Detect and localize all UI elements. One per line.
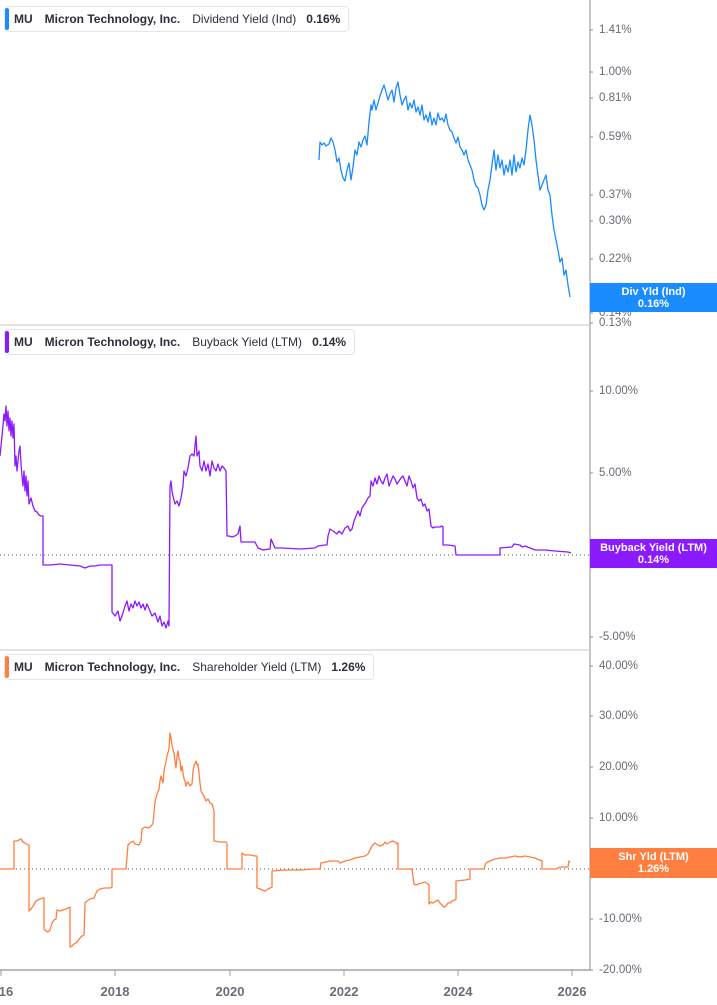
y-tick-label: 30.00%: [599, 710, 639, 722]
value-tag-value: 1.26%: [637, 863, 670, 875]
buyback-yield-value-tag: Buyback Yield (LTM) 0.14%: [590, 539, 717, 568]
x-tick-label: 2020: [215, 984, 245, 999]
value-tag-label: Div Yld (Ind): [621, 285, 686, 298]
y-tick-label: 40.00%: [599, 660, 639, 672]
legend-metric: Dividend Yield (Ind): [192, 12, 297, 26]
legend-color-swatch: [5, 656, 9, 678]
legend-ticker: MU: [14, 335, 33, 349]
buyback-yield-line: [0, 405, 572, 629]
legend-company: Micron Technology, Inc.: [44, 335, 181, 349]
dividend-yield-legend[interactable]: MU Micron Technology, Inc. Dividend Yiel…: [4, 6, 350, 32]
x-tick-label: 2022: [329, 984, 359, 999]
buyback-yield-legend[interactable]: MU Micron Technology, Inc. Buyback Yield…: [4, 329, 356, 355]
y-tick-label: -5.00%: [599, 631, 636, 643]
legend-value: 1.26%: [331, 660, 366, 674]
y-tick-label: 20.00%: [599, 761, 639, 773]
x-tick-label: 2018: [100, 984, 130, 999]
value-tag-value: 0.16%: [637, 297, 670, 310]
legend-color-swatch: [5, 331, 9, 353]
legend-ticker: MU: [14, 660, 33, 674]
x-tick-label: 2026: [557, 984, 587, 999]
legend-value: 0.16%: [306, 12, 341, 26]
y-tick-label: 10.00%: [599, 812, 639, 824]
shareholder-yield-value-tag: Shr Yld (LTM) 1.26%: [590, 848, 717, 878]
legend-color-swatch: [5, 8, 9, 30]
y-tick-label: 10.00%: [599, 385, 639, 397]
y-tick-label: 0.37%: [599, 189, 632, 201]
legend-company: Micron Technology, Inc.: [44, 12, 181, 26]
legend-metric: Shareholder Yield (LTM): [192, 660, 322, 674]
buyback-yield-panel: MU Micron Technology, Inc. Buyback Yield…: [0, 326, 717, 651]
legend-ticker: MU: [14, 12, 33, 26]
shareholder-yield-plot[interactable]: [0, 651, 717, 1005]
y-tick-label: -10.00%: [599, 913, 642, 925]
y-tick-label: 0.30%: [599, 215, 632, 227]
value-tag-label: Buyback Yield (LTM): [600, 541, 707, 554]
shareholder-yield-legend[interactable]: MU Micron Technology, Inc. Shareholder Y…: [4, 654, 375, 680]
y-tick-label: 1.00%: [599, 66, 632, 78]
dividend-yield-value-tag: Div Yld (Ind) 0.16%: [590, 283, 717, 312]
y-tick-label: 0.81%: [599, 92, 632, 104]
y-tick-label: 0.13%: [599, 317, 632, 329]
shareholder-yield-panel: MU Micron Technology, Inc. Shareholder Y…: [0, 651, 717, 1005]
buyback-yield-plot[interactable]: [0, 326, 717, 651]
dividend-yield-plot[interactable]: [0, 0, 717, 326]
y-tick-label: -20.00%: [599, 964, 642, 976]
value-tag-value: 0.14%: [637, 553, 670, 566]
legend-metric: Buyback Yield (LTM): [192, 335, 303, 349]
y-tick-label: 0.22%: [599, 253, 632, 265]
legend-value: 0.14%: [312, 335, 347, 349]
x-tick-label: 2024: [443, 984, 473, 999]
legend-company: Micron Technology, Inc.: [44, 660, 181, 674]
shareholder-yield-line: [0, 732, 571, 948]
y-tick-label: 1.41%: [599, 24, 632, 36]
dividend-yield-line: [318, 81, 571, 298]
y-tick-label: 5.00%: [599, 467, 632, 479]
x-tick-label: 16: [0, 984, 14, 999]
dividend-yield-panel: MU Micron Technology, Inc. Dividend Yiel…: [0, 0, 717, 329]
y-tick-label: 0.59%: [599, 131, 632, 143]
value-tag-label: Shr Yld (LTM): [618, 851, 689, 863]
